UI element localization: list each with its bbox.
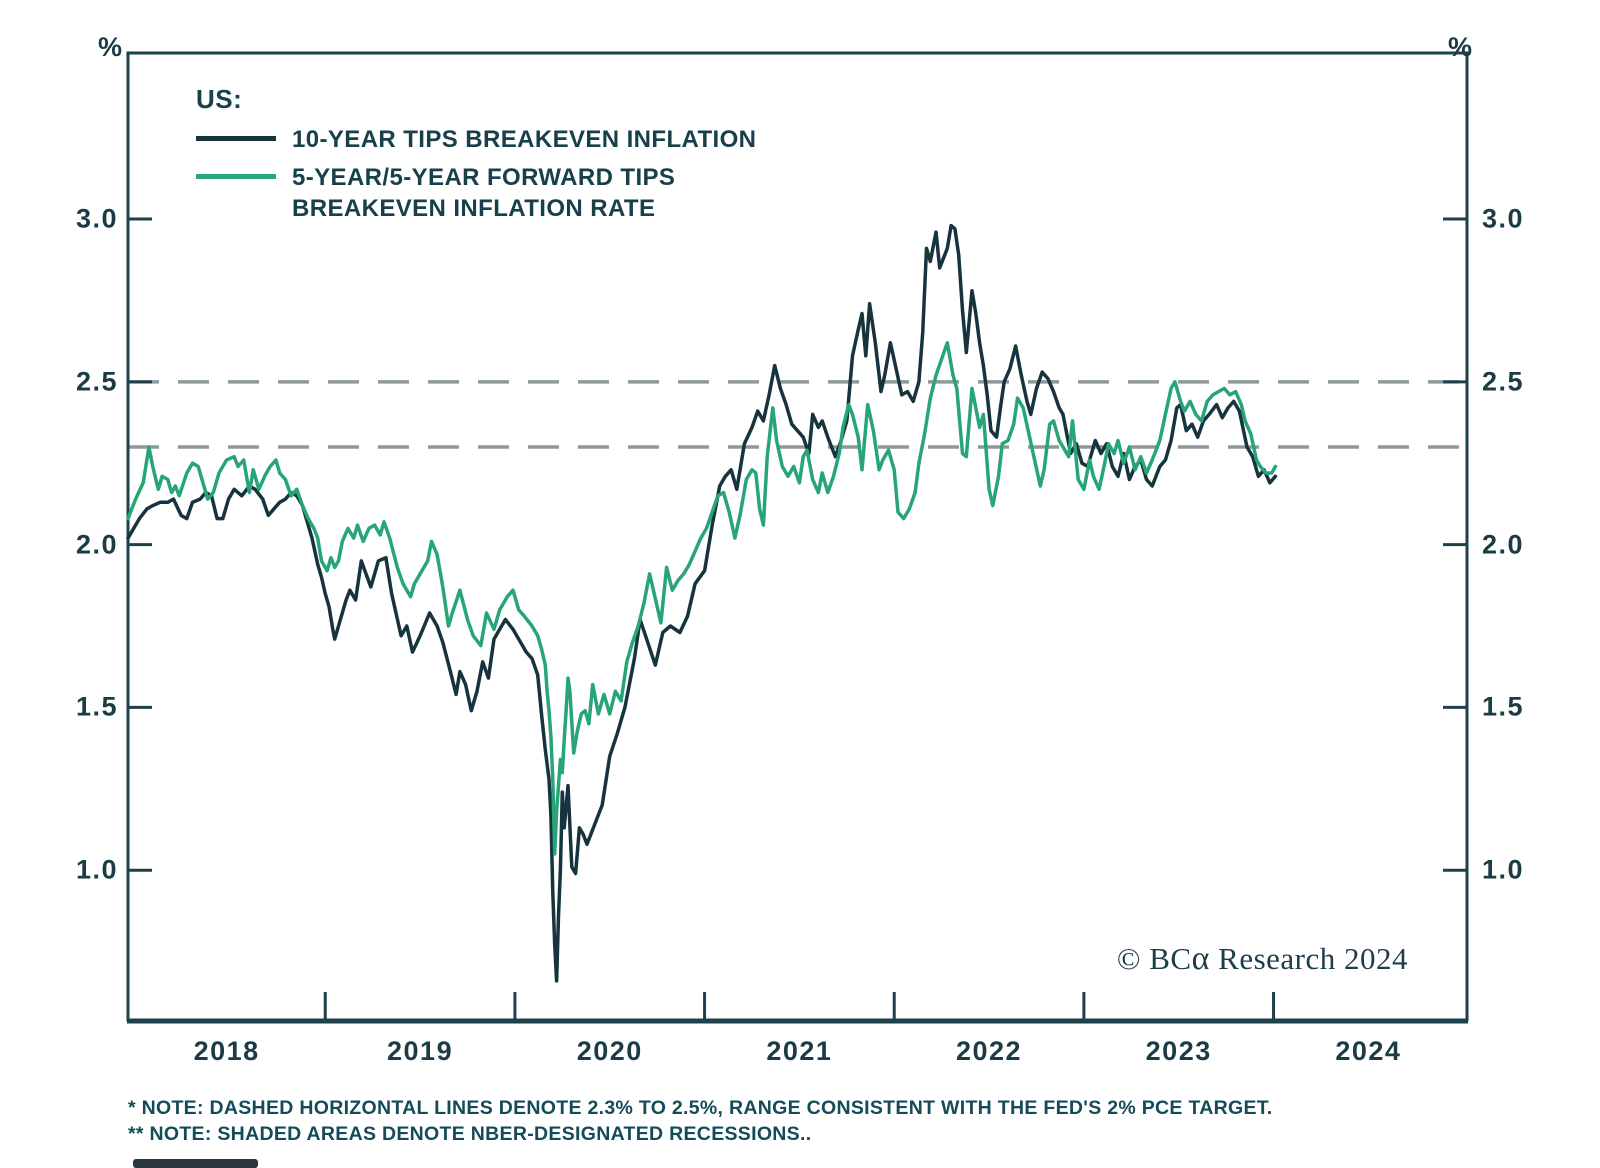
legend-item-10y-tips: 10-YEAR TIPS BREAKEVEN INFLATION [196,124,756,155]
x-axis-label: 2021 [766,1036,833,1066]
copyright-text: © BCα Research 2024 [1117,940,1408,978]
copyright-prefix: © BC [1116,941,1192,976]
series-swatch-5y5y-icon [196,174,276,179]
copyright-suffix: Research 2024 [1209,941,1408,976]
legend: US: 10-YEAR TIPS BREAKEVEN INFLATION 5-Y… [196,84,756,231]
series-line-10y-tips-breakeven [126,223,1278,983]
footnote-recessions: ** NOTE: SHADED AREAS DENOTE NBER-DESIGN… [128,1123,812,1145]
y-axis-label: 3.0 [1482,203,1525,234]
legend-item-5y5y-tips: 5-YEAR/5-YEAR FORWARD TIPS BREAKEVEN INF… [196,162,756,224]
x-axis-label: 2018 [193,1036,260,1066]
y-axis-unit-left: % [98,32,124,62]
y-axis-label: 2.0 [75,529,118,560]
y-axis-label: 2.5 [75,366,118,397]
bottom-edge-artifact [133,1159,258,1168]
legend-label-5y5y-line1: 5-YEAR/5-YEAR FORWARD TIPS [292,164,676,191]
y-axis-label: 2.0 [1482,529,1525,560]
legend-label-10y: 10-YEAR TIPS BREAKEVEN INFLATION [292,126,757,153]
legend-label-5y5y: 5-YEAR/5-YEAR FORWARD TIPS BREAKEVEN INF… [292,162,675,224]
x-axis-label: 2019 [387,1036,454,1066]
copyright-alpha-glyph: α [1191,940,1210,977]
y-axis-unit-right: % [1448,32,1474,62]
legend-heading: US: [196,84,243,114]
y-axis-label: 1.5 [1482,691,1525,722]
x-axis-label: 2022 [956,1036,1023,1066]
x-axis-label: 2020 [576,1036,643,1066]
y-axis-label: 2.5 [1482,366,1525,397]
x-axis-label: 2024 [1335,1036,1402,1066]
y-axis-label: 1.0 [1482,854,1525,885]
legend-label-5y5y-line2: BREAKEVEN INFLATION RATE [292,195,656,222]
y-axis-label: 1.0 [75,854,118,885]
y-axis-label: 3.0 [75,203,118,234]
x-axis-label: 2023 [1145,1036,1212,1066]
series-line-5y5y-forward-tips [126,341,1278,856]
footnote-dashed-lines: * NOTE: DASHED HORIZONTAL LINES DENOTE 2… [128,1097,1273,1119]
series-swatch-10y-icon [196,136,276,141]
y-axis-label: 1.5 [75,691,118,722]
